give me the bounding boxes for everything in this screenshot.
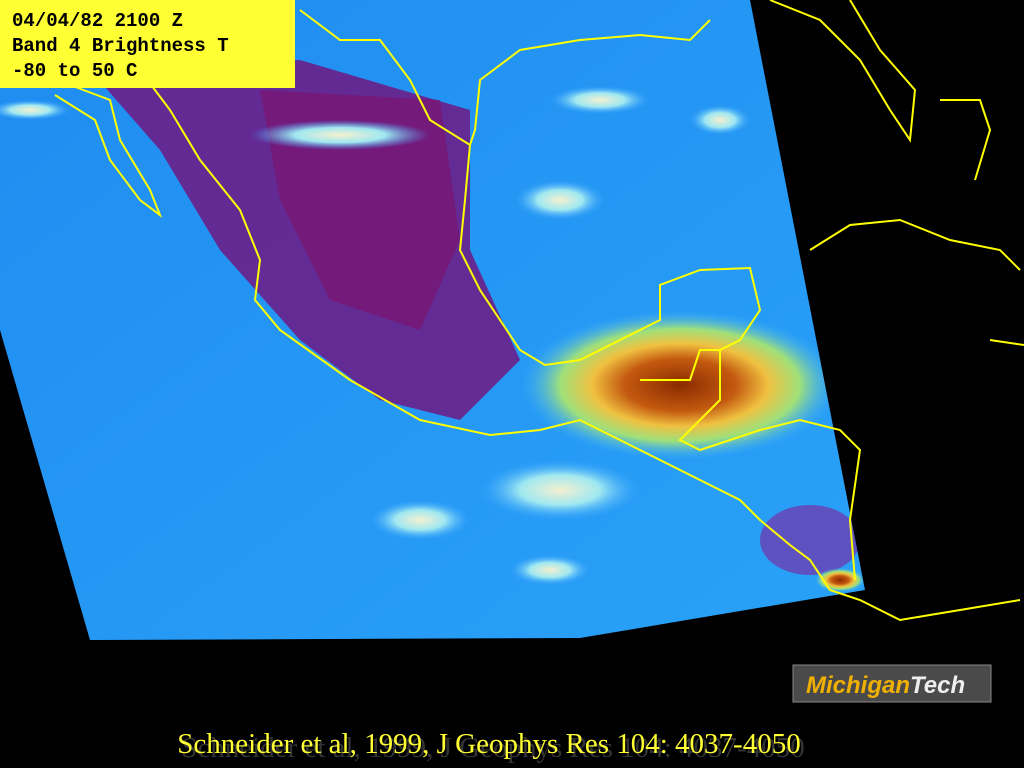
- citation-shadow: Schneider et al, 1999, J Geophys Res 104…: [181, 732, 804, 764]
- label-line: 04/04/82 2100 Z: [12, 10, 183, 32]
- citation: Schneider et al, 1999, J Geophys Res 104…: [177, 728, 800, 760]
- label-line: Band 4 Brightness T: [12, 35, 229, 57]
- label-box: [0, 0, 295, 88]
- logo-box: [792, 664, 992, 703]
- logo: MichiganTech: [806, 672, 965, 699]
- logo-part1: Michigan: [806, 672, 910, 699]
- label-line: -80 to 50 C: [12, 60, 137, 82]
- coastlines: [54, 0, 1024, 622]
- logo-part2: Tech: [910, 672, 965, 699]
- satellite-image: [0, 0, 865, 640]
